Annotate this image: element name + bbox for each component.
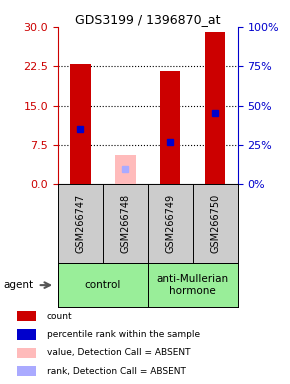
Bar — [160, 71, 180, 184]
Text: control: control — [85, 280, 121, 290]
Bar — [205, 32, 225, 184]
Bar — [58, 263, 148, 307]
Text: GSM266747: GSM266747 — [75, 194, 86, 253]
Bar — [115, 156, 135, 184]
Text: GSM266750: GSM266750 — [210, 194, 220, 253]
Text: count: count — [46, 312, 72, 321]
Text: value, Detection Call = ABSENT: value, Detection Call = ABSENT — [46, 348, 190, 357]
Text: GSM266748: GSM266748 — [120, 194, 130, 253]
Text: percentile rank within the sample: percentile rank within the sample — [46, 330, 200, 339]
Bar — [17, 329, 36, 340]
Text: rank, Detection Call = ABSENT: rank, Detection Call = ABSENT — [46, 367, 185, 376]
Text: GSM266749: GSM266749 — [165, 194, 175, 253]
Bar — [17, 366, 36, 376]
Text: anti-Mullerian
hormone: anti-Mullerian hormone — [157, 274, 229, 296]
Bar — [17, 311, 36, 321]
Text: agent: agent — [3, 280, 33, 290]
Bar — [70, 64, 90, 184]
Title: GDS3199 / 1396870_at: GDS3199 / 1396870_at — [75, 13, 221, 26]
Bar — [17, 348, 36, 358]
Bar — [148, 263, 238, 307]
